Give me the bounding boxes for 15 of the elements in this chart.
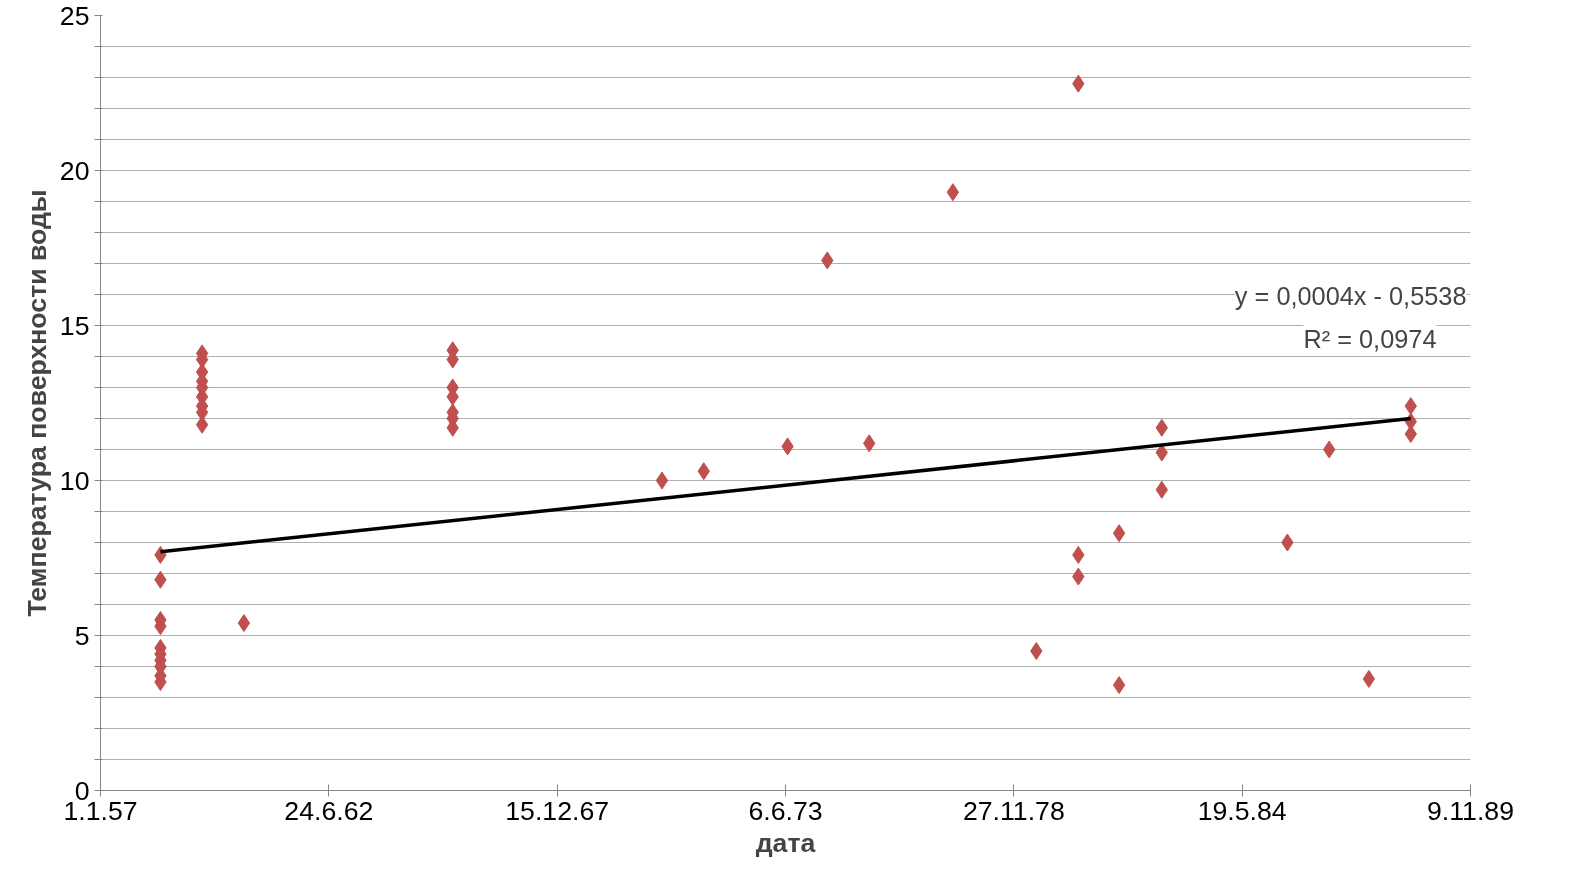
annotation: R² = 0,0974 (1303, 324, 1437, 353)
y-axis-title: Температура поверхности воды (21, 189, 52, 617)
x-tick-label: 6.6.73 (748, 795, 823, 826)
y-tick-label: 5 (74, 620, 90, 651)
y-tick-label: 10 (59, 465, 90, 496)
annotation: y = 0,0004x - 0,5538 (1234, 282, 1467, 310)
x-tick-label: 9.11.89 (1427, 795, 1514, 826)
x-tick-label: 19.5.84 (1197, 795, 1287, 826)
x-tick-label: 27.11.78 (962, 795, 1065, 826)
y-tick-label: 15 (59, 310, 90, 341)
x-axis-title: дата (755, 827, 816, 858)
x-tick-label: 15.12.67 (505, 795, 610, 826)
y-tick-label: 20 (59, 155, 90, 186)
x-tick-label: 24.6.62 (284, 795, 374, 826)
y-tick-label: 25 (59, 0, 90, 31)
